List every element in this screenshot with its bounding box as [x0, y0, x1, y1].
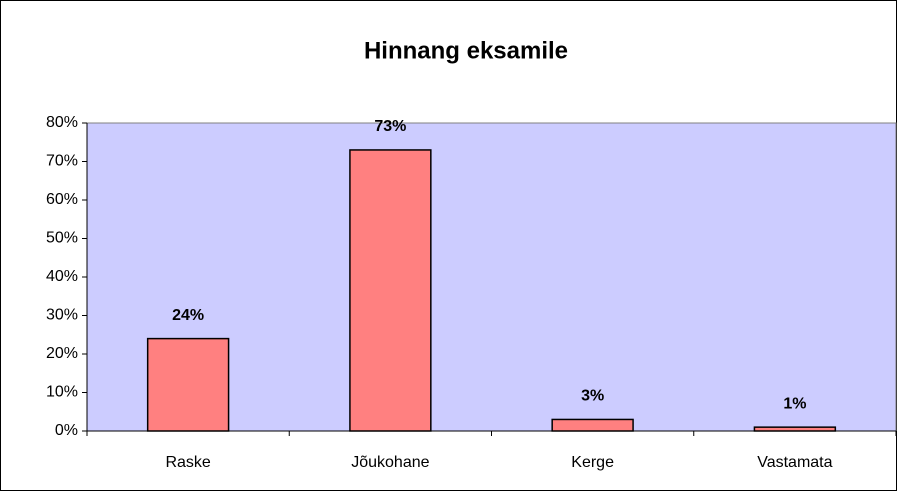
y-tick-label: 60% — [46, 191, 78, 208]
y-tick-label: 70% — [46, 153, 78, 170]
bar — [753, 426, 837, 432]
data-label: 24% — [172, 307, 204, 324]
x-tick-label: Vastamata — [757, 454, 832, 471]
y-tick-label: 30% — [46, 307, 78, 324]
y-tick-label: 0% — [55, 422, 78, 439]
y-tick-label: 40% — [46, 268, 78, 285]
y-tick-label: 50% — [46, 230, 78, 247]
data-label: 3% — [581, 388, 604, 405]
y-tick-label: 20% — [46, 345, 78, 362]
x-tick-label: Jõukohane — [351, 454, 429, 471]
x-tick-label: Kerge — [571, 454, 614, 471]
data-label: 1% — [783, 395, 806, 412]
y-tick-label: 80% — [46, 114, 78, 131]
bar — [551, 418, 634, 432]
y-tick-label: 10% — [46, 384, 78, 401]
bar — [349, 149, 432, 432]
data-label: 73% — [374, 118, 406, 135]
x-tick-label: Raske — [165, 454, 210, 471]
chart-title: Hinnang eksamile — [364, 37, 568, 64]
bar — [146, 337, 230, 432]
